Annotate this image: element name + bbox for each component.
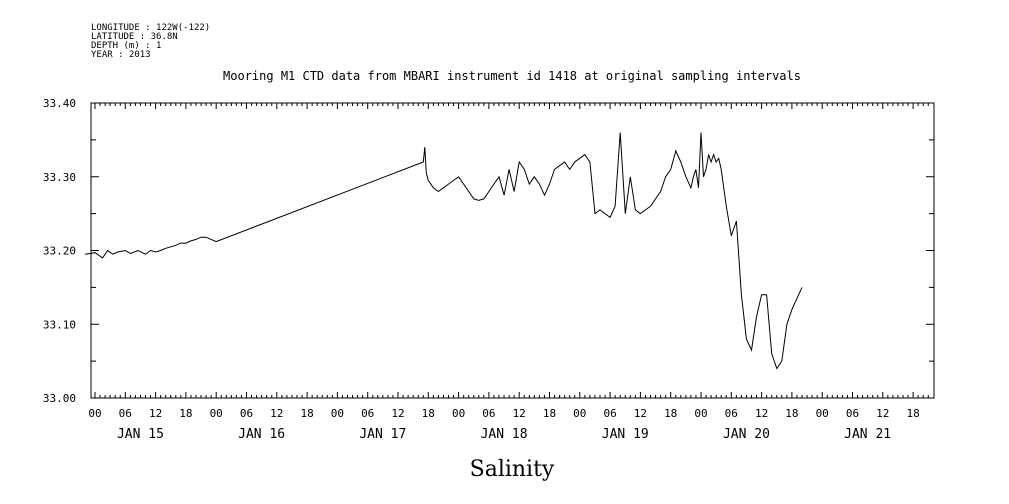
x-tick-label: 00 [694,407,707,420]
day-label: JAN 15 [117,427,164,442]
day-label: JAN 16 [238,427,285,442]
x-tick-label: 12 [513,407,526,420]
x-tick-label: 12 [755,407,768,420]
x-tick-label: 06 [482,407,495,420]
x-tick-label: 00 [210,407,223,420]
day-label: JAN 17 [359,427,406,442]
day-label: JAN 19 [602,427,649,442]
meta-depth: DEPTH (m) : 1 [91,41,161,51]
x-tick-label: 18 [785,407,798,420]
series-line-salinity [84,132,803,370]
y-tick-label: 33.40 [43,97,76,110]
x-tick-label: 12 [876,407,889,420]
plot-frame [90,102,935,399]
y-tick-label: 33.00 [43,392,76,405]
chart-title: Mooring M1 CTD data from MBARI instrumen… [223,69,801,83]
day-label: JAN 20 [723,427,770,442]
x-tick-label: 00 [816,407,829,420]
x-axis-ticks [94,103,929,398]
x-tick-label: 12 [634,407,647,420]
x-tick-label: 18 [543,407,556,420]
x-tick-label: 06 [725,407,738,420]
y-tick-label: 33.30 [43,171,76,184]
x-tick-label: 12 [391,407,404,420]
meta-latitude: LATITUDE : 36.8N [91,32,178,42]
x-tick-label: 18 [664,407,677,420]
meta-year: YEAR : 2013 [91,50,151,60]
x-tick-label: 12 [270,407,283,420]
x-tick-label: 06 [240,407,253,420]
metadata-block: LONGITUDE : 122W(-122) LATITUDE : 36.8N … [91,23,210,60]
x-axis-label: Salinity [470,457,555,482]
x-tick-label: 00 [452,407,465,420]
day-labels: JAN 15 JAN 16 JAN 17 JAN 18 JAN 19 JAN 20 JAN … [117,427,891,442]
x-tick-label: 06 [119,407,132,420]
x-tick-label: 18 [422,407,435,420]
x-tick-label: 00 [573,407,586,420]
day-label: JAN 18 [481,427,528,442]
x-tick-label: 18 [906,407,919,420]
x-tick-label: 18 [300,407,313,420]
x-tick-label: 06 [603,407,616,420]
y-tick-labels: 33.00 33.10 33.20 33.30 33.40 [43,97,76,405]
y-tick-label: 33.20 [43,245,76,258]
x-tick-label: 12 [149,407,162,420]
y-axis-ticks [91,102,934,399]
meta-longitude: LONGITUDE : 122W(-122) [91,23,210,33]
x-tick-label: 00 [88,407,101,420]
day-label: JAN 21 [844,427,891,442]
x-tick-label: 00 [331,407,344,420]
x-tick-label: 06 [846,407,859,420]
x-tick-labels: 00 06 12 18 00 06 12 18 00 06 12 18 00 06 12 18 00 06 12 18… [88,407,919,420]
x-tick-label: 06 [361,407,374,420]
y-tick-label: 33.10 [43,318,76,331]
x-tick-label: 18 [179,407,192,420]
